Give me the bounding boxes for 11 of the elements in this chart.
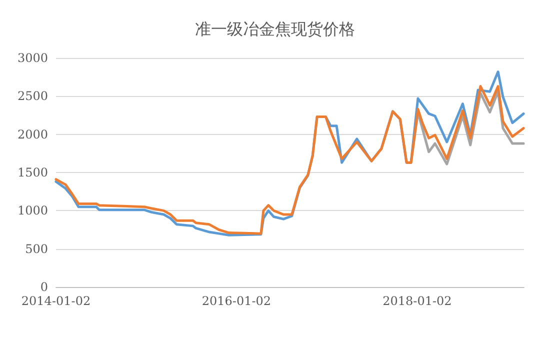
y-tick-label: 0 — [40, 280, 48, 294]
y-tick-label: 3000 — [17, 51, 48, 65]
x-tick-label: 2014-01-02 — [21, 294, 91, 308]
y-tick-label: 2000 — [17, 127, 48, 142]
y-tick-label: 500 — [25, 242, 48, 256]
x-tick-label: 2016-01-02 — [202, 294, 272, 308]
y-tick-label: 1500 — [17, 166, 48, 180]
x-tick-label: 2018-01-02 — [382, 294, 452, 308]
chart-title: 准一级冶金焦现货价格 — [195, 20, 355, 38]
y-tick-label: 2500 — [17, 89, 48, 104]
y-tick-label: 1000 — [17, 204, 48, 218]
